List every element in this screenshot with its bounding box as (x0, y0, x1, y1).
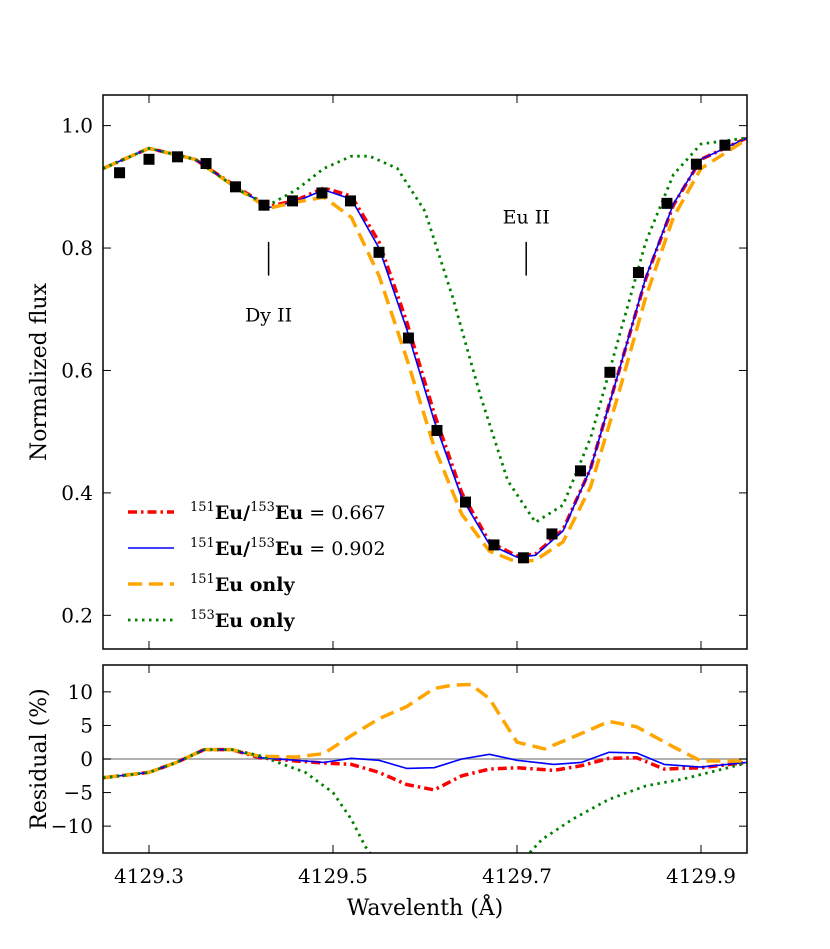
top-y-axis-label: Normalized flux (27, 282, 52, 461)
legend-entry-label: 151Eu/153Eu = 0.667 (190, 500, 386, 524)
observed-point (114, 167, 126, 179)
bottom-panel: −10 −5 0 5 10 4129.3 4129.5 4129.7 4129.9 Residua… (27, 664, 748, 921)
observed-point (258, 199, 270, 211)
observed-point (574, 465, 586, 477)
series-resid-0-902-line (103, 748, 747, 779)
observed-point (604, 366, 616, 378)
bottom-y-axis-label: Residual (%) (27, 688, 52, 829)
legend: 151Eu/153Eu = 0.667 151Eu/153Eu = 0.902 15… (128, 500, 386, 632)
y-tick-label: 0 (80, 747, 93, 771)
series-ratio-0-667-line (103, 136, 747, 558)
observed-point (200, 158, 212, 170)
x-tick-label: 4129.9 (666, 864, 736, 888)
y-tick-label: −10 (51, 814, 93, 838)
series-eu153-only-line (103, 136, 747, 524)
observed-point (632, 267, 644, 279)
y-tick-label: 10 (68, 680, 93, 704)
observed-point (373, 246, 385, 258)
series-ratio-0-902-line (103, 137, 747, 559)
annotation-label: Eu II (503, 207, 550, 229)
y-tick-label: 0.8 (61, 236, 93, 260)
top-axes-frame (102, 94, 748, 650)
observed-point (344, 195, 356, 207)
y-tick-label: 0.4 (61, 481, 93, 505)
x-axis-label: Wavelenth (Å) (347, 893, 504, 921)
observed-point (546, 528, 558, 540)
series-resid-151-line (103, 682, 747, 780)
legend-entry-label: 151Eu/153Eu = 0.902 (190, 536, 386, 560)
series-eu151-only-line (103, 137, 747, 564)
observed-point (459, 496, 471, 508)
observed-point (690, 158, 702, 170)
y-tick-label: 0.6 (61, 358, 93, 382)
observed-point (517, 552, 529, 564)
observed-point (661, 197, 673, 209)
observed-point (143, 153, 155, 165)
x-tick-label: 4129.5 (298, 864, 368, 888)
series-resid-153-line (103, 748, 747, 853)
y-tick-label: 0.2 (61, 603, 93, 627)
x-tick-label: 4129.3 (114, 864, 184, 888)
observed-point (287, 195, 299, 207)
observed-point (719, 139, 731, 151)
observed-point (229, 181, 241, 193)
y-tick-label: 5 (80, 713, 93, 737)
observed-point (316, 187, 328, 199)
legend-entry-label: 151Eu only (190, 572, 295, 596)
observed-point (402, 332, 414, 344)
observed-point (431, 424, 443, 436)
annotation-label: Dy II (245, 304, 292, 326)
top-panel: 0.2 0.4 0.6 0.8 1.0 Normalized flux Dy II Eu II… (27, 94, 748, 650)
observed-point (488, 539, 500, 551)
observed-point (172, 151, 184, 163)
x-tick-label: 4129.7 (482, 864, 552, 888)
legend-entry-label: 153Eu only (190, 608, 295, 632)
y-tick-label: 1.0 (61, 114, 93, 138)
y-tick-label: −5 (64, 781, 93, 805)
